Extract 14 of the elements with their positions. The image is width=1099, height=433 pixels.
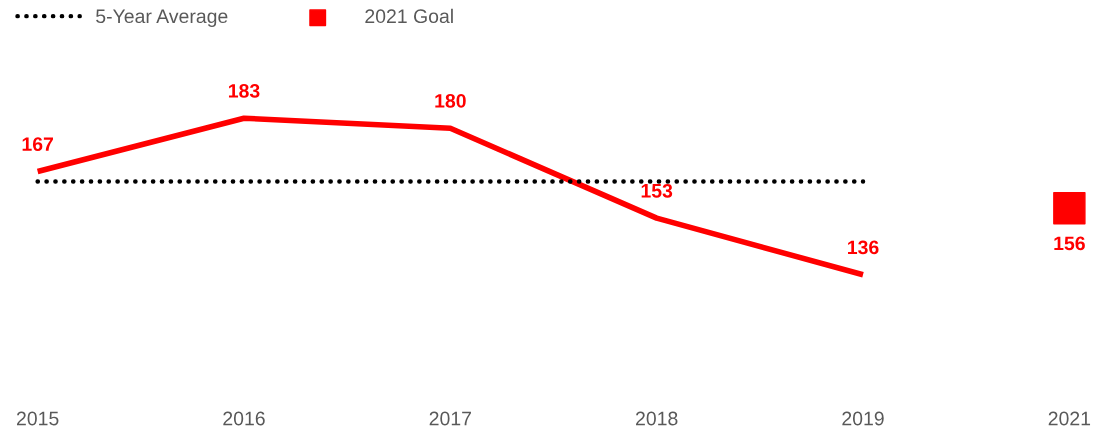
- x-tick-label: 2015: [16, 411, 59, 426]
- data-label: 136: [848, 240, 879, 255]
- legend-label: 5-Year Average: [96, 9, 228, 27]
- x-tick-label: 2018: [636, 411, 678, 426]
- x-tick-label: 2021: [1048, 411, 1091, 426]
- data-label: 180: [435, 93, 466, 108]
- data-label: 156: [1054, 236, 1085, 251]
- legend-label: 2021 Goal: [365, 8, 453, 24]
- x-tick-label: 2016: [223, 411, 265, 426]
- x-tick-label: 2019: [842, 411, 884, 426]
- data-label: 167: [22, 137, 53, 152]
- data-label: 183: [228, 83, 260, 98]
- x-tick-label: 2017: [429, 411, 471, 426]
- data-label: 153: [641, 183, 673, 198]
